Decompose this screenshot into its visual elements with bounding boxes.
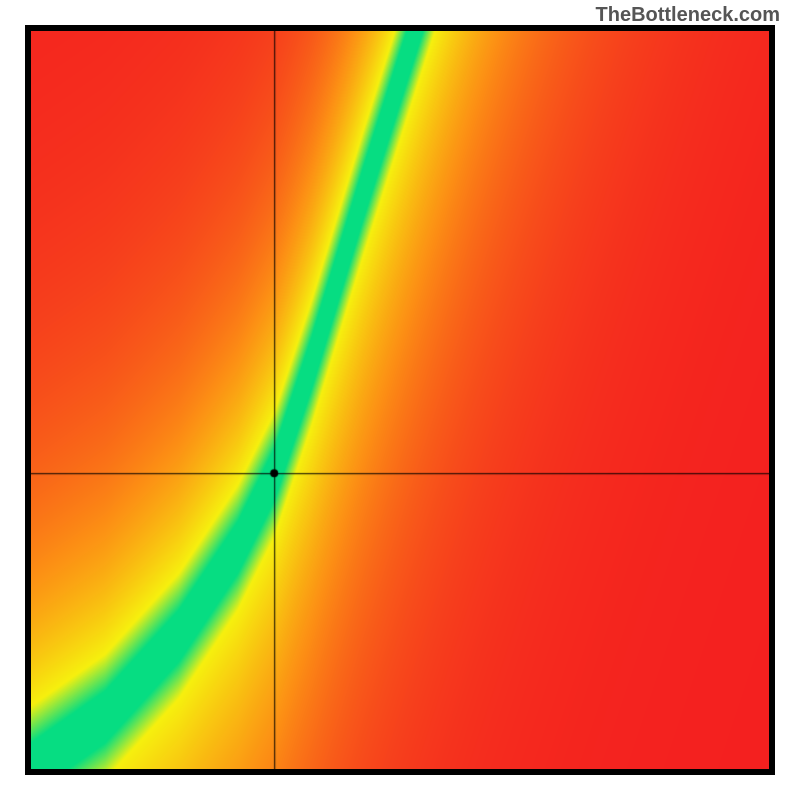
- watermark-label: TheBottleneck.com: [596, 4, 780, 27]
- heatmap-canvas: [31, 31, 769, 769]
- chart-frame: [25, 25, 775, 775]
